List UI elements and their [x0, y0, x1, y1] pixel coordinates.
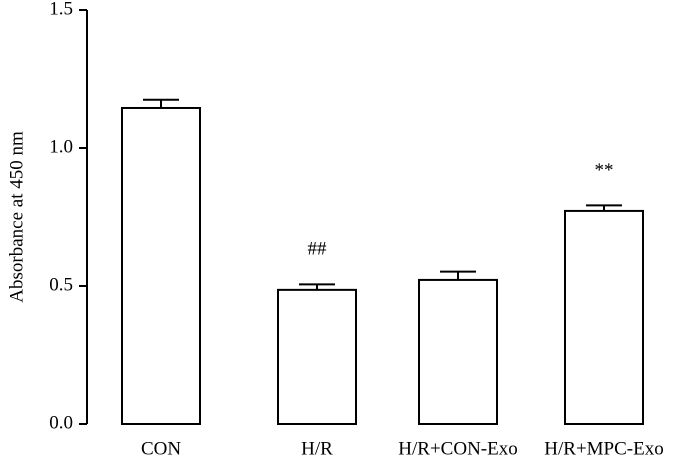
bar: [564, 209, 644, 425]
y-tick-label: 0.5: [49, 274, 73, 295]
y-tick-label: 1.0: [49, 136, 73, 157]
x-tick-label: CON: [141, 438, 181, 459]
annotation: **: [595, 160, 614, 181]
x-tick-label: H/R+CON-Exo: [398, 438, 517, 459]
x-tick-label: H/R: [301, 438, 333, 459]
bar: [277, 288, 357, 426]
bar: [418, 278, 498, 426]
y-tick-label: 1.5: [49, 0, 73, 19]
y-tick-label: 0.0: [49, 412, 73, 433]
bar: [121, 106, 201, 425]
annotation: ##: [308, 239, 328, 260]
y-axis-label: Absorbance at 450 nm: [6, 131, 27, 303]
x-tick-label: H/R+MPC-Exo: [544, 438, 663, 459]
